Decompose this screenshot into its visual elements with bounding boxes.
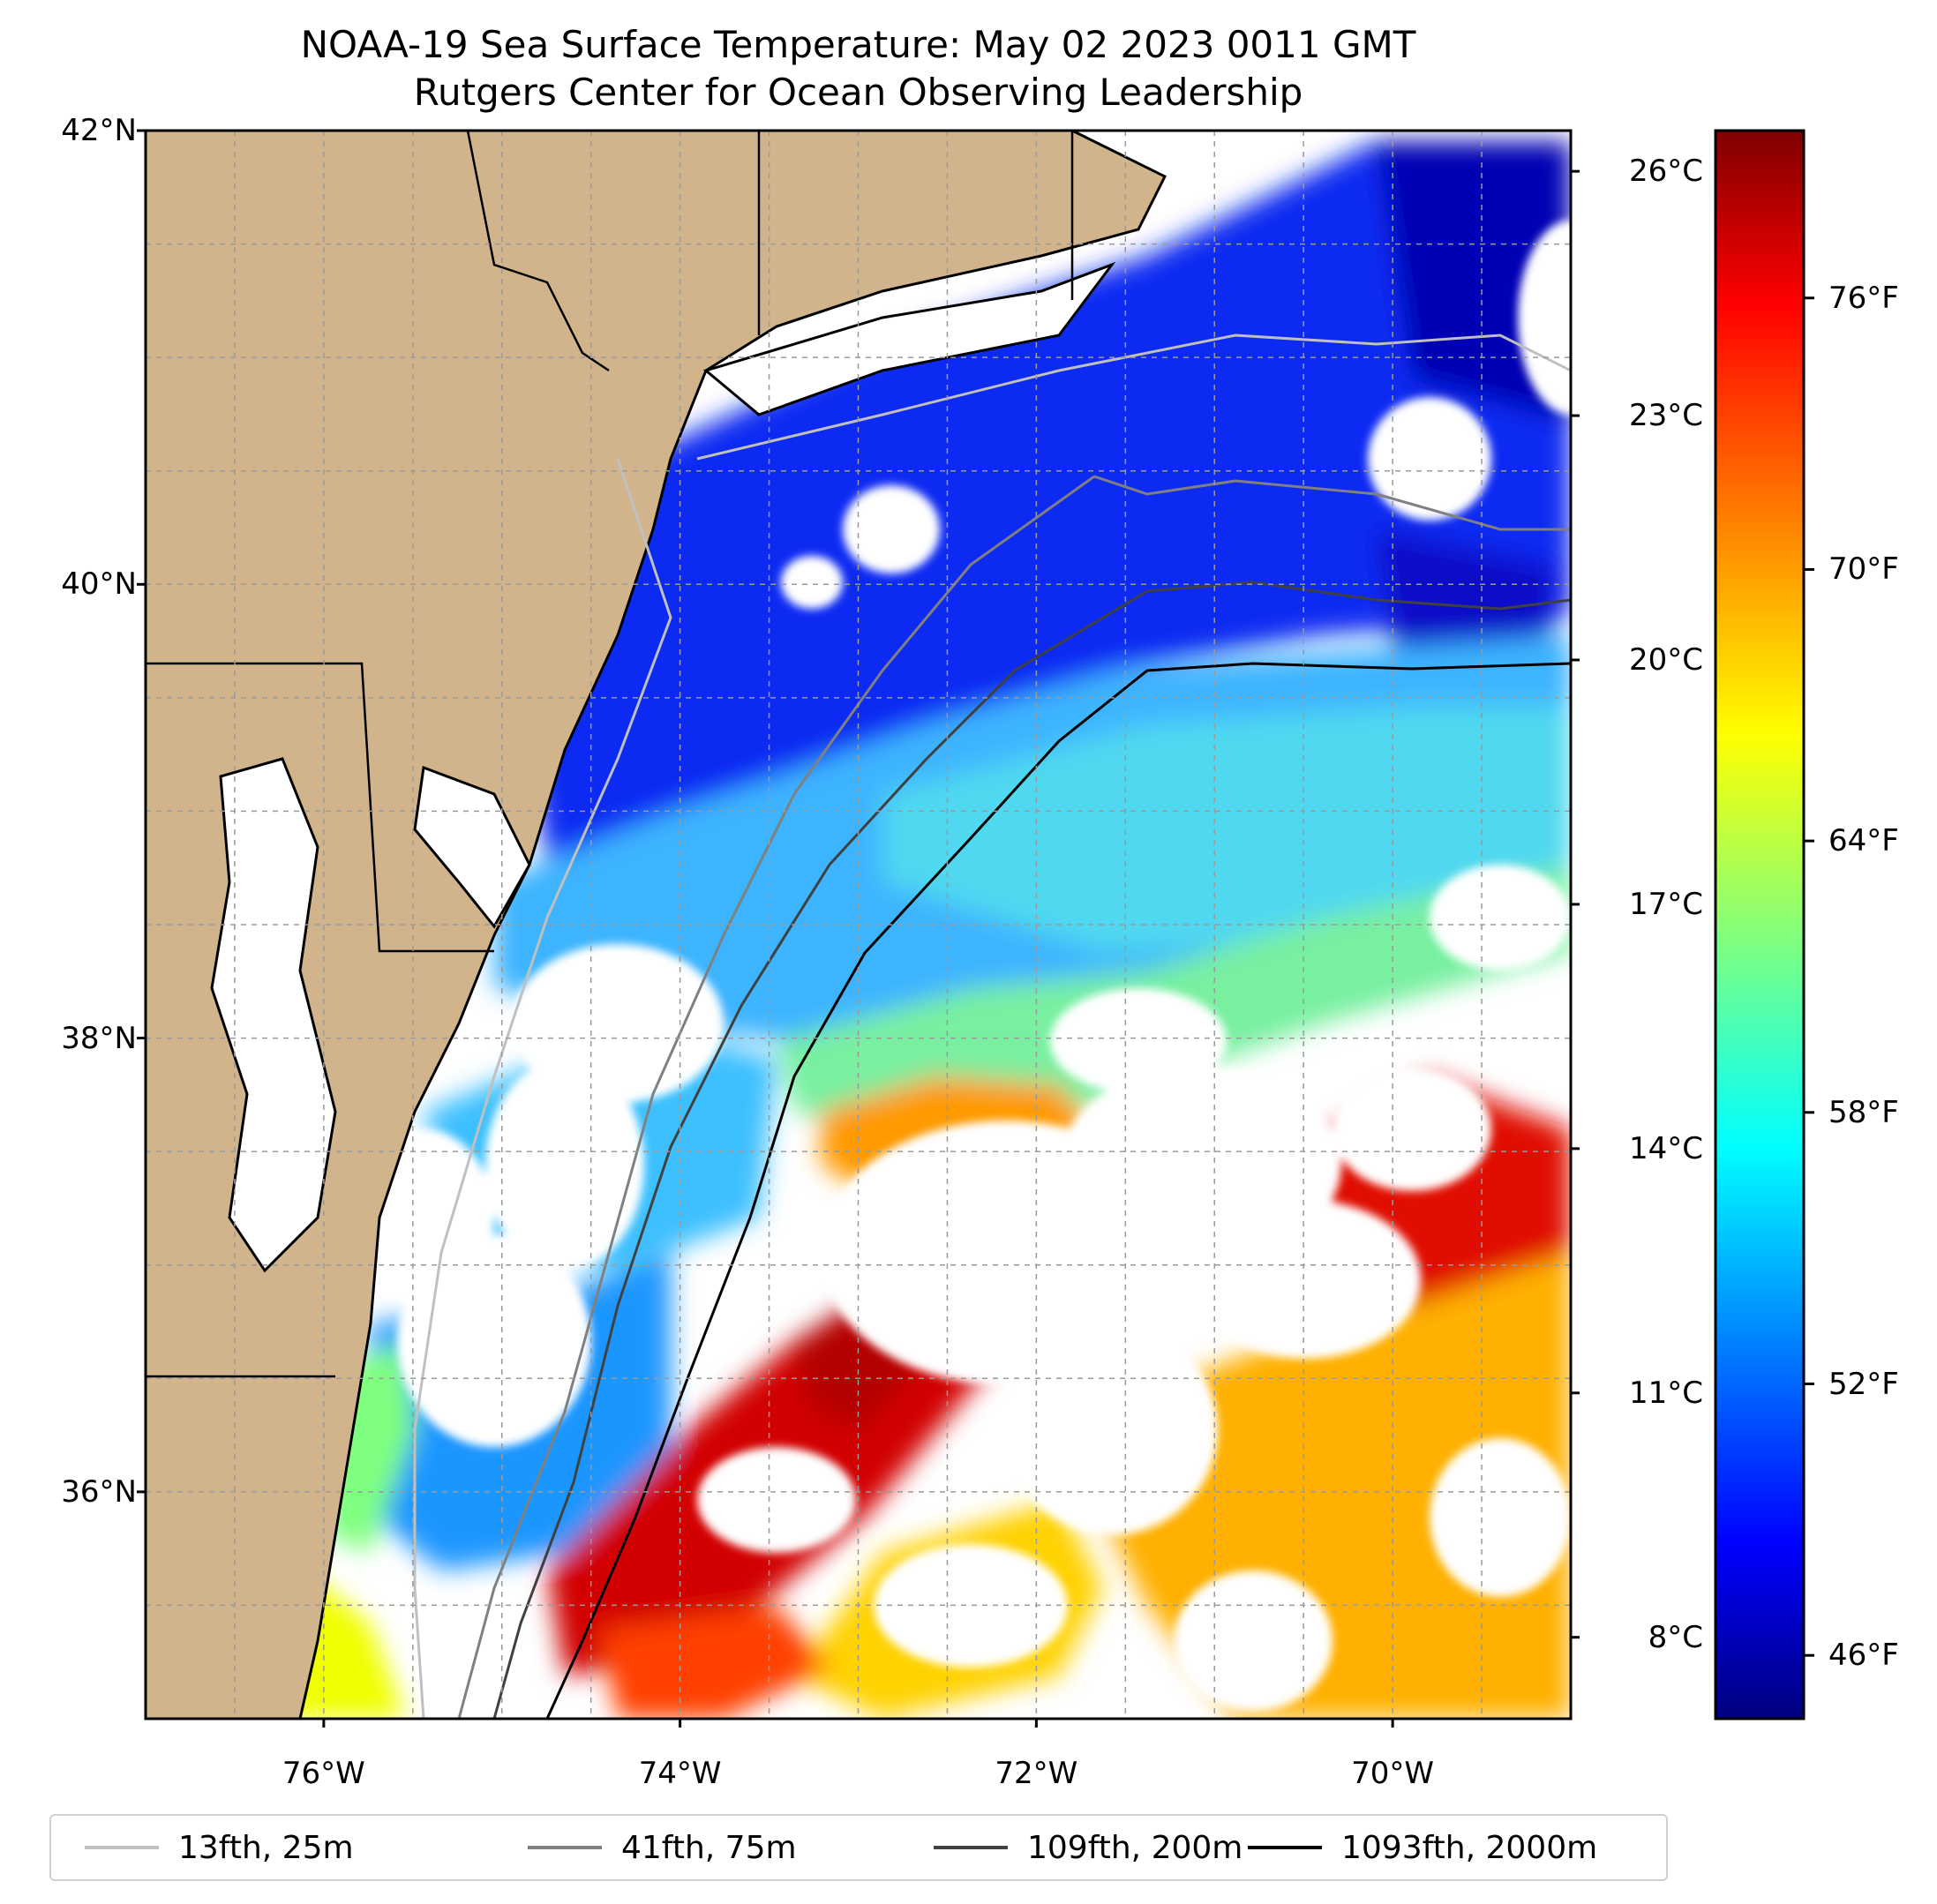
fahrenheit-tick-label: 70°F: [1828, 551, 1899, 588]
map-frame: [144, 129, 1573, 1720]
colorbar: [1714, 129, 1806, 1720]
axis-ticks: [137, 129, 1394, 1728]
lon-label: 74°W: [638, 1756, 722, 1791]
celsius-tick-label: 17°C: [1628, 886, 1703, 922]
bays: [210, 261, 1116, 1273]
legend-label: 41fth, 75m: [621, 1829, 797, 1866]
fahrenheit-tick-label: 76°F: [1828, 280, 1899, 316]
celsius-tick-label: 23°C: [1628, 398, 1703, 434]
fahrenheit-tick-label: 64°F: [1828, 823, 1899, 859]
legend-label: 109fth, 200m: [1027, 1829, 1243, 1866]
state-borders: [146, 131, 1074, 1378]
legend-label: 1093fth, 2000m: [1341, 1829, 1598, 1866]
lat-label: 36°N: [61, 1473, 137, 1510]
lat-label: 38°N: [61, 1020, 137, 1056]
cloud-mask: [353, 221, 1571, 1712]
legend-swatch: [528, 1846, 602, 1849]
legend-item-25m: 13fth, 25m: [85, 1816, 354, 1879]
legend-swatch: [1248, 1846, 1322, 1849]
fahrenheit-tick-label: 46°F: [1828, 1638, 1899, 1674]
lon-label: 70°W: [1351, 1756, 1435, 1791]
legend-item-200m: 109fth, 200m: [934, 1816, 1243, 1879]
lat-label: 40°N: [61, 566, 137, 603]
legend-swatch: [934, 1846, 1008, 1849]
gridlines: [146, 131, 1571, 1719]
chart-subtitle: Rutgers Center for Ocean Observing Leade…: [413, 71, 1303, 114]
isobaths: [413, 334, 1571, 1719]
fahrenheit-tick-label: 58°F: [1828, 1094, 1899, 1130]
lon-label: 76°W: [282, 1756, 365, 1791]
celsius-tick-label: 20°C: [1628, 642, 1703, 678]
celsius-tick-label: 8°C: [1648, 1619, 1703, 1655]
legend-swatch: [85, 1846, 159, 1849]
celsius-tick-label: 14°C: [1628, 1130, 1703, 1166]
sst-field: [146, 131, 1571, 1719]
legend-item-75m: 41fth, 75m: [528, 1816, 797, 1879]
celsius-tick-label: 11°C: [1628, 1375, 1703, 1411]
lon-label: 72°W: [995, 1756, 1078, 1791]
chart-title: NOAA-19 Sea Surface Temperature: May 02 …: [300, 23, 1416, 66]
land: [146, 131, 1167, 1719]
lat-label: 42°N: [61, 113, 137, 148]
legend-label: 13fth, 25m: [178, 1829, 354, 1866]
fahrenheit-tick-label: 52°F: [1828, 1366, 1899, 1402]
colorbar-ticks: [1571, 169, 1814, 1657]
legend-item-2000m: 1093fth, 2000m: [1248, 1816, 1597, 1879]
legend: 13fth, 25m 41fth, 75m 109fth, 200m 1093f…: [49, 1814, 1668, 1881]
celsius-tick-label: 26°C: [1628, 154, 1703, 190]
